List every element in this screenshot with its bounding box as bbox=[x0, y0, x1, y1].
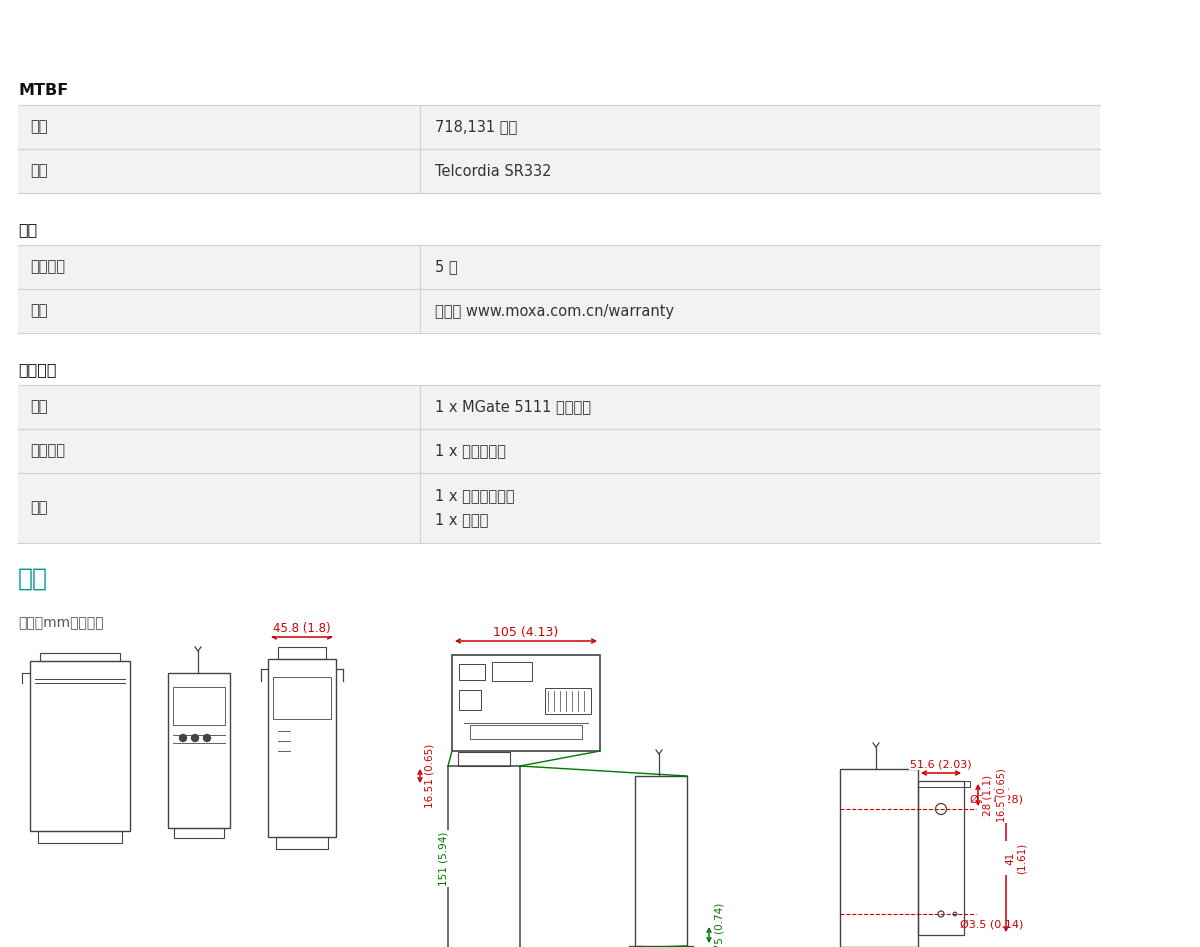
Bar bbox=[492, 662, 532, 681]
Bar bbox=[448, 766, 520, 947]
Text: 尺寸: 尺寸 bbox=[18, 567, 48, 591]
Bar bbox=[18, 289, 1100, 333]
Text: 单位：mm（英寸）: 单位：mm（英寸） bbox=[18, 616, 103, 630]
Bar bbox=[918, 781, 964, 935]
Text: 151 (5.94): 151 (5.94) bbox=[439, 831, 449, 885]
Text: Telcordia SR332: Telcordia SR332 bbox=[436, 164, 552, 178]
Circle shape bbox=[180, 735, 186, 742]
Bar bbox=[635, 776, 686, 946]
Bar bbox=[38, 831, 122, 843]
Bar bbox=[18, 385, 1100, 429]
Text: Ø3.5 (0.14): Ø3.5 (0.14) bbox=[960, 919, 1024, 929]
Text: 文件: 文件 bbox=[30, 501, 48, 515]
Bar bbox=[452, 655, 600, 751]
Text: 41
(1.61): 41 (1.61) bbox=[1006, 843, 1027, 874]
Bar bbox=[274, 677, 331, 719]
Bar bbox=[545, 688, 592, 714]
Text: 1 x MGate 5111 系列网关: 1 x MGate 5111 系列网关 bbox=[436, 400, 592, 415]
Bar bbox=[840, 769, 918, 947]
Text: 51.6 (2.03): 51.6 (2.03) bbox=[910, 759, 972, 769]
Bar bbox=[173, 687, 226, 725]
Bar bbox=[458, 752, 510, 766]
Bar bbox=[458, 690, 481, 710]
Bar bbox=[18, 149, 1100, 193]
Text: 1 x 保修卡: 1 x 保修卡 bbox=[436, 512, 488, 527]
Text: 1 x 导轨式套件: 1 x 导轨式套件 bbox=[436, 443, 506, 458]
Bar bbox=[18, 473, 1100, 543]
Text: 包装清单: 包装清单 bbox=[18, 363, 56, 378]
Text: Ø7 (0.28): Ø7 (0.28) bbox=[970, 794, 1022, 804]
Text: 18.75 (0.74): 18.75 (0.74) bbox=[714, 902, 724, 947]
Bar bbox=[635, 946, 686, 947]
Bar bbox=[268, 659, 336, 837]
Text: 16.51 (0.65): 16.51 (0.65) bbox=[425, 744, 436, 808]
Bar bbox=[30, 661, 130, 831]
Text: 安装套件: 安装套件 bbox=[30, 443, 65, 458]
Text: 请参阅 www.moxa.com.cn/warranty: 请参阅 www.moxa.com.cn/warranty bbox=[436, 303, 674, 318]
Text: MTBF: MTBF bbox=[18, 82, 68, 98]
Bar bbox=[276, 837, 328, 849]
Bar bbox=[278, 647, 326, 659]
Circle shape bbox=[192, 735, 198, 742]
Text: 保修: 保修 bbox=[18, 223, 37, 238]
Bar bbox=[40, 653, 120, 661]
Bar bbox=[18, 245, 1100, 289]
Text: 保修期限: 保修期限 bbox=[30, 259, 65, 275]
Text: 1 x 快速安装指南: 1 x 快速安装指南 bbox=[436, 489, 515, 504]
Bar bbox=[458, 664, 485, 680]
Text: 45.8 (1.8): 45.8 (1.8) bbox=[274, 621, 331, 634]
Text: 28 (1.1): 28 (1.1) bbox=[983, 775, 994, 815]
Text: 详情: 详情 bbox=[30, 303, 48, 318]
Bar bbox=[918, 781, 970, 787]
Text: 5 年: 5 年 bbox=[436, 259, 457, 275]
Text: 标准: 标准 bbox=[30, 164, 48, 178]
Bar bbox=[168, 673, 230, 828]
Text: 时间: 时间 bbox=[30, 119, 48, 134]
Text: 设备: 设备 bbox=[30, 400, 48, 415]
Bar bbox=[470, 725, 582, 739]
Bar bbox=[18, 105, 1100, 149]
Text: 105 (4.13): 105 (4.13) bbox=[493, 626, 559, 638]
Text: 16.5 (0.65): 16.5 (0.65) bbox=[997, 768, 1007, 822]
Bar bbox=[18, 429, 1100, 473]
Text: 718,131 小时: 718,131 小时 bbox=[436, 119, 517, 134]
Bar bbox=[174, 828, 224, 838]
Circle shape bbox=[204, 735, 210, 742]
